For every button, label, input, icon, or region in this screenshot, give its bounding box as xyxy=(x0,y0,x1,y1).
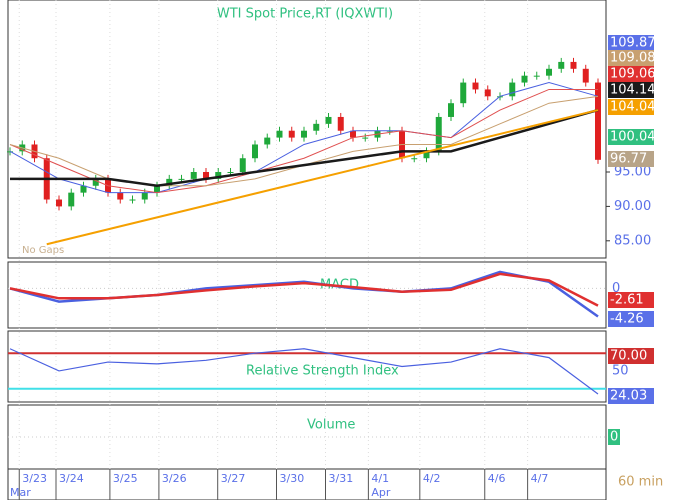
candle xyxy=(582,68,589,83)
candle xyxy=(227,172,234,173)
candle xyxy=(350,130,356,138)
y-tick-label: 85.00 xyxy=(614,233,651,248)
x-tick-label: 4/7 xyxy=(531,472,549,485)
candle xyxy=(595,82,601,160)
price-tag-bg xyxy=(608,311,654,327)
y-tick-label: 90.00 xyxy=(614,199,651,214)
price-tag: 24.03 xyxy=(610,389,647,404)
candle xyxy=(570,61,577,69)
candle xyxy=(337,116,344,131)
price-tag-bg xyxy=(608,66,654,82)
candle xyxy=(362,137,369,139)
price-tag-bg xyxy=(608,99,654,115)
candle xyxy=(154,185,160,193)
volume-title: Volume xyxy=(307,418,355,433)
candle xyxy=(313,123,320,131)
price-tag-bg xyxy=(608,35,654,51)
macd-line xyxy=(9,272,599,307)
x-tick-label: 3/26 xyxy=(162,472,187,485)
candle xyxy=(276,130,283,138)
candle xyxy=(92,178,99,186)
x-tick-label: 3/27 xyxy=(221,472,246,485)
price-tag-bg xyxy=(608,129,654,145)
moving-average xyxy=(9,88,598,194)
moving-average xyxy=(10,108,599,188)
candle xyxy=(80,185,87,193)
candle xyxy=(203,172,209,179)
x-tick-label: 3/24 xyxy=(59,472,84,485)
candle xyxy=(484,89,491,97)
y-tick-label: 50 xyxy=(612,363,629,378)
candle xyxy=(472,82,479,90)
x-tick-label: 4/2 xyxy=(423,472,441,485)
rsi-panel xyxy=(7,330,607,403)
candle xyxy=(325,116,332,124)
price-tag: 70.00 xyxy=(610,349,647,364)
price-tag: 104.04 xyxy=(610,100,656,115)
candle xyxy=(141,192,148,200)
moving-average xyxy=(9,82,599,194)
price-tag: 96.77 xyxy=(610,152,647,167)
candle xyxy=(56,199,62,207)
price-tag: -4.26 xyxy=(610,312,644,327)
trend-line xyxy=(46,109,599,246)
price-tag: 109.87 xyxy=(610,36,656,51)
x-tick-label: 3/25 xyxy=(113,472,138,485)
y-tick-label: 95.00 xyxy=(614,165,651,180)
candle xyxy=(509,82,516,97)
rsi-line xyxy=(9,348,599,395)
chart-title: WTI Spot Price,RT (IQXWTI) xyxy=(217,7,393,22)
price-tag: 109.08 xyxy=(610,51,656,66)
y-tick-label: 0 xyxy=(612,281,620,296)
x-tick-label: 4/6 xyxy=(488,472,506,485)
price-tag-bg xyxy=(608,388,654,404)
candle xyxy=(178,178,185,180)
x-tick-label: 3/23 xyxy=(22,472,47,485)
interval-label: 60 min xyxy=(618,475,663,490)
price-tag: -2.61 xyxy=(610,293,644,308)
price-tag-bg xyxy=(608,348,654,364)
price-tag: 109.06 xyxy=(610,67,656,82)
candle xyxy=(190,172,197,179)
candle xyxy=(288,130,295,138)
candle xyxy=(239,158,246,172)
price-tag-bg xyxy=(608,292,654,308)
candle xyxy=(117,192,124,200)
month-label: Apr xyxy=(371,486,391,499)
candle xyxy=(252,144,258,159)
candle xyxy=(166,178,173,186)
price-tag-bg xyxy=(608,50,654,66)
candle xyxy=(448,103,454,117)
price-panel xyxy=(7,0,607,259)
volume-tag: 0 xyxy=(610,430,618,445)
candle xyxy=(68,192,75,207)
candle xyxy=(423,151,430,159)
macd-panel xyxy=(7,261,607,329)
volume-tag-bg xyxy=(608,429,620,445)
candle xyxy=(460,82,467,104)
candle xyxy=(264,137,271,145)
x-tick-label: 4/1 xyxy=(371,472,389,485)
x-axis-panel xyxy=(7,468,607,501)
x-tick-label: 3/31 xyxy=(329,472,354,485)
price-tag-bg xyxy=(608,151,654,167)
month-label: Mar xyxy=(10,486,31,499)
annotation: No Gaps xyxy=(22,245,64,256)
candle xyxy=(215,172,222,179)
candle xyxy=(129,199,136,201)
candle xyxy=(533,75,540,77)
rsi-title: Relative Strength Index xyxy=(246,364,399,379)
price-tag-bg xyxy=(608,82,654,98)
candle xyxy=(435,116,442,152)
candle xyxy=(411,158,418,160)
candle xyxy=(521,75,528,83)
candle xyxy=(301,130,307,138)
candle xyxy=(558,61,565,69)
x-tick-label: 3/30 xyxy=(280,472,305,485)
candle xyxy=(546,68,552,76)
price-tag: 100.04 xyxy=(610,130,656,145)
price-tag: 104.14 xyxy=(610,83,656,98)
